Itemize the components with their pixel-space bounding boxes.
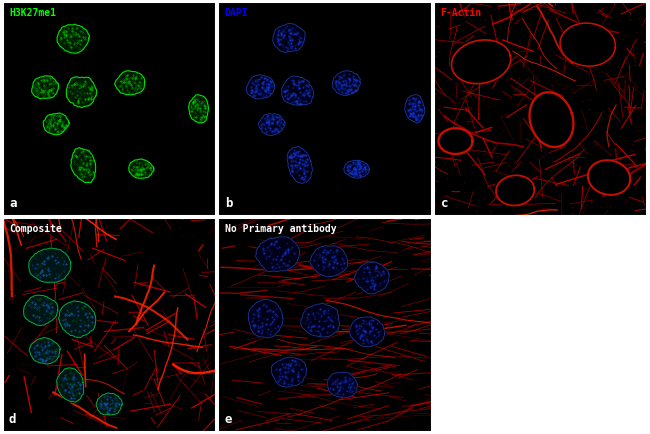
- Polygon shape: [66, 77, 97, 108]
- Polygon shape: [29, 248, 71, 283]
- Polygon shape: [259, 114, 285, 136]
- Polygon shape: [405, 95, 425, 123]
- Text: No Primary antibody: No Primary antibody: [225, 224, 337, 234]
- Polygon shape: [281, 76, 314, 105]
- Polygon shape: [23, 295, 58, 326]
- Text: H3K27me1: H3K27me1: [9, 8, 56, 18]
- Polygon shape: [96, 394, 122, 415]
- Polygon shape: [301, 303, 340, 337]
- Polygon shape: [327, 372, 358, 398]
- Text: Composite: Composite: [9, 224, 62, 234]
- Text: F-Actin: F-Actin: [441, 8, 482, 18]
- Polygon shape: [32, 76, 58, 99]
- Polygon shape: [129, 159, 154, 178]
- Polygon shape: [96, 393, 122, 415]
- Polygon shape: [271, 357, 307, 387]
- Polygon shape: [332, 71, 360, 95]
- Polygon shape: [58, 301, 96, 338]
- Polygon shape: [530, 92, 573, 147]
- Polygon shape: [560, 23, 616, 66]
- Polygon shape: [350, 317, 385, 347]
- Polygon shape: [255, 237, 300, 272]
- Polygon shape: [57, 368, 84, 402]
- Polygon shape: [24, 295, 58, 325]
- Text: a: a: [9, 197, 16, 210]
- Polygon shape: [114, 71, 145, 95]
- Polygon shape: [31, 338, 60, 364]
- Polygon shape: [272, 23, 305, 53]
- Text: d: d: [9, 413, 16, 426]
- Polygon shape: [28, 248, 71, 282]
- Polygon shape: [588, 160, 630, 195]
- Polygon shape: [246, 75, 274, 99]
- Polygon shape: [188, 95, 209, 123]
- Polygon shape: [287, 146, 313, 184]
- Text: c: c: [441, 197, 448, 210]
- Text: b: b: [225, 197, 232, 210]
- Polygon shape: [496, 175, 534, 205]
- Polygon shape: [354, 262, 389, 294]
- Polygon shape: [44, 113, 69, 135]
- Polygon shape: [58, 301, 96, 336]
- Polygon shape: [310, 246, 348, 276]
- Polygon shape: [29, 338, 60, 364]
- Text: e: e: [225, 413, 232, 426]
- Polygon shape: [452, 40, 511, 84]
- Polygon shape: [248, 299, 283, 338]
- Polygon shape: [439, 128, 473, 154]
- Polygon shape: [71, 148, 96, 183]
- Polygon shape: [57, 24, 90, 53]
- Polygon shape: [58, 368, 84, 402]
- Text: DAPI: DAPI: [225, 8, 248, 18]
- Polygon shape: [344, 160, 370, 178]
